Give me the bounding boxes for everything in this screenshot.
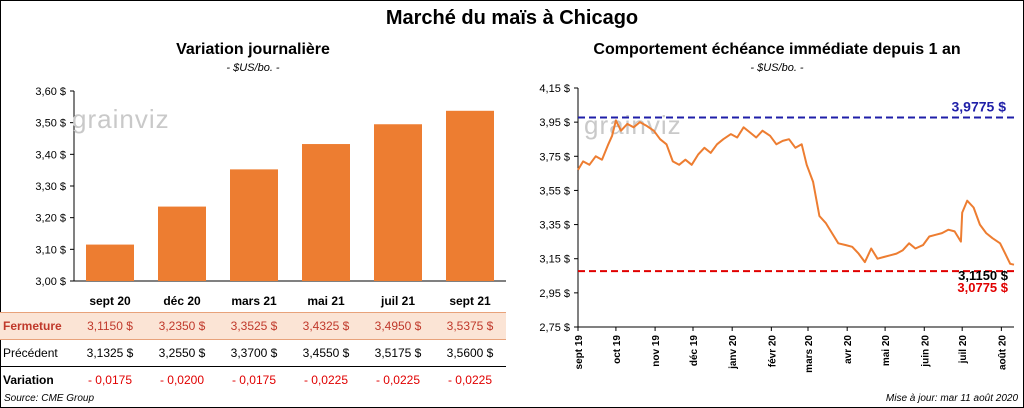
table-cell: 3,3525 $ — [230, 319, 278, 333]
y-tick-label: 3,60 $ — [35, 86, 66, 98]
footer-update: Mise à jour: mar 11 août 2020 — [885, 393, 1018, 404]
table-row-variation: Variation - 0,0175 - 0,0200 - 0,0175 - 0,022… — [0, 367, 506, 393]
table-cell: - 0,0175 — [231, 373, 277, 387]
table-cell: - 0,0225 — [375, 373, 421, 387]
footer-source: Source: CME Group — [4, 393, 95, 404]
table-cell: 3,2350 $ — [158, 319, 206, 333]
x-tick-label: avr 20 — [843, 335, 854, 364]
table-row-previous: Précédent 3,1325 $ 3,2550 $ 3,3700 $ 3,4550 … — [0, 340, 506, 367]
low-reference-label: 3,0775 $ — [957, 280, 1008, 295]
line-chart: 2,75 $ 2,95 $ 3,15 $ 3,35 $ 3,55 $ 3,75 $ 3,95… — [539, 83, 1015, 373]
current-value-label: 3,1150 $ — [958, 268, 1009, 283]
watermark-text: grainviz — [72, 104, 170, 134]
x-category-label: juil 21 — [380, 294, 415, 308]
y-tick-label: 2,75 $ — [539, 322, 570, 334]
table-cell: 3,4550 $ — [302, 346, 350, 360]
bar — [230, 169, 278, 281]
y-tick-label: 3,20 $ — [35, 213, 66, 225]
bar-chart: 3,00 $ 3,10 $ 3,20 $ 3,30 $ 3,40 $ 3,50 $ 3,60… — [35, 86, 506, 308]
table-row-close: Fermeture 3,1150 $ 3,2350 $ 3,3525 $ 3,4325 … — [0, 312, 506, 340]
table-cell: 3,1325 $ — [86, 346, 134, 360]
bar-chart-unit: - $US/bo. - — [226, 62, 280, 74]
x-category-label: sept 20 — [89, 294, 131, 308]
x-tick-label: janv 20 — [728, 335, 739, 370]
series-line — [577, 119, 1015, 266]
y-tick-label: 3,00 $ — [35, 276, 66, 288]
bar — [446, 110, 494, 282]
y-tick-label: 3,75 $ — [539, 151, 570, 163]
x-category-label: mai 21 — [307, 294, 345, 308]
main-title: Marché du maïs à Chicago — [385, 7, 639, 29]
x-tick-label: nov 19 — [651, 335, 662, 367]
table-row-label: Précédent — [3, 346, 58, 360]
x-tick-label: juil 20 — [958, 335, 969, 365]
y-tick-label: 3,10 $ — [35, 244, 66, 256]
table-cell: 3,5175 $ — [374, 346, 422, 360]
table-cell: - 0,0225 — [303, 373, 349, 387]
x-tick-label: sept 19 — [574, 335, 585, 370]
table-cell: - 0,0175 — [87, 373, 133, 387]
bar — [374, 124, 422, 281]
x-tick-label: déc 19 — [689, 335, 700, 367]
x-category-label: sept 21 — [449, 294, 491, 308]
table-cell: 3,5375 $ — [446, 319, 494, 333]
table-row-label: Variation — [3, 373, 54, 387]
table-row-label: Fermeture — [3, 319, 62, 333]
y-tick-label: 4,15 $ — [539, 83, 570, 95]
x-tick-label: oct 19 — [612, 335, 623, 364]
y-tick-label: 3,15 $ — [539, 254, 570, 266]
table-cell: 3,1150 $ — [87, 319, 133, 333]
table-cell: - 0,0200 — [159, 373, 205, 387]
y-tick-label: 3,55 $ — [539, 185, 570, 197]
y-tick-label: 3,50 $ — [35, 118, 66, 130]
table-cell: 3,5600 $ — [446, 346, 494, 360]
bar — [302, 144, 350, 281]
table-cell: - 0,0225 — [447, 373, 493, 387]
y-tick-label: 3,35 $ — [539, 220, 570, 232]
table-cell: 3,4950 $ — [374, 319, 422, 333]
x-category-label: mars 21 — [231, 294, 277, 308]
x-tick-label: juin 20 — [920, 335, 931, 368]
x-tick-label: mai 20 — [881, 335, 892, 367]
watermark-text: grainviz — [584, 110, 682, 140]
x-tick-label: mars 20 — [804, 335, 815, 373]
line-chart-unit: - $US/bo. - — [750, 62, 804, 74]
table-cell: 3,4325 $ — [302, 319, 350, 333]
y-tick-label: 2,95 $ — [539, 288, 570, 300]
line-chart-title: Comportement échéance immédiate depuis 1… — [593, 41, 961, 58]
x-tick-label: août 20 — [997, 335, 1008, 370]
bar — [158, 206, 206, 281]
table-cell: 3,3700 $ — [230, 346, 278, 360]
x-category-label: déc 20 — [163, 294, 201, 308]
y-tick-label: 3,40 $ — [35, 149, 66, 161]
futures-table: Fermeture 3,1150 $ 3,2350 $ 3,3525 $ 3,4325 … — [0, 312, 506, 393]
x-tick-label: févr 20 — [767, 335, 778, 368]
high-reference-label: 3,9775 $ — [952, 98, 1007, 114]
y-tick-label: 3,30 $ — [35, 181, 66, 193]
bar — [86, 244, 134, 281]
y-tick-label: 3,95 $ — [539, 117, 570, 129]
table-cell: 3,2550 $ — [158, 346, 206, 360]
bar-chart-title: Variation journalière — [176, 41, 330, 58]
